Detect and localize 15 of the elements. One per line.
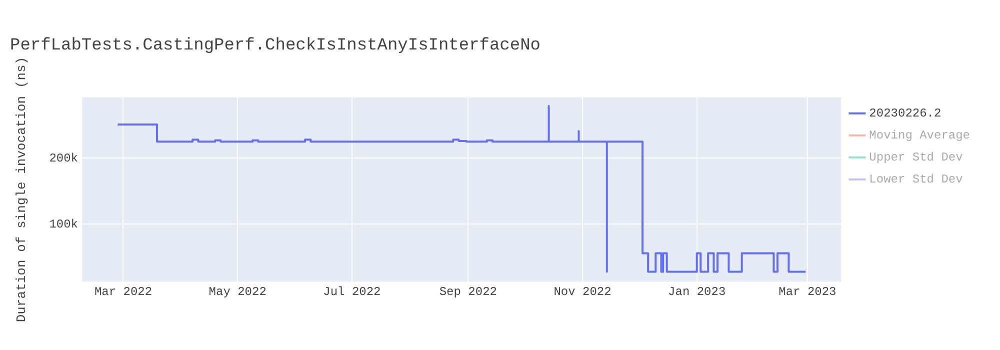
legend-label: Lower Std Dev (869, 172, 963, 187)
x-tick-label: Nov 2022 (554, 284, 612, 299)
x-tick-label: Sep 2022 (439, 284, 497, 299)
x-tick-label: Jan 2023 (668, 284, 726, 299)
x-tick-label: May 2022 (208, 284, 266, 299)
legend-label: Upper Std Dev (869, 150, 963, 165)
x-tick-label: Mar 2023 (778, 284, 836, 299)
y-tick-label: 200k (49, 151, 78, 166)
x-tick-label: Mar 2022 (94, 284, 152, 299)
legend-label: Moving Average (869, 128, 970, 143)
legend-label: 20230226.2 (869, 106, 942, 121)
x-tick-label: Jul 2022 (323, 284, 381, 299)
chart-title: PerfLabTests.CastingPerf.CheckIsInstAnyIsInterfaceNo (10, 36, 540, 56)
y-tick-label: 100k (49, 217, 78, 232)
y-axis-title: Duration of single invocation (ns) (14, 56, 30, 322)
